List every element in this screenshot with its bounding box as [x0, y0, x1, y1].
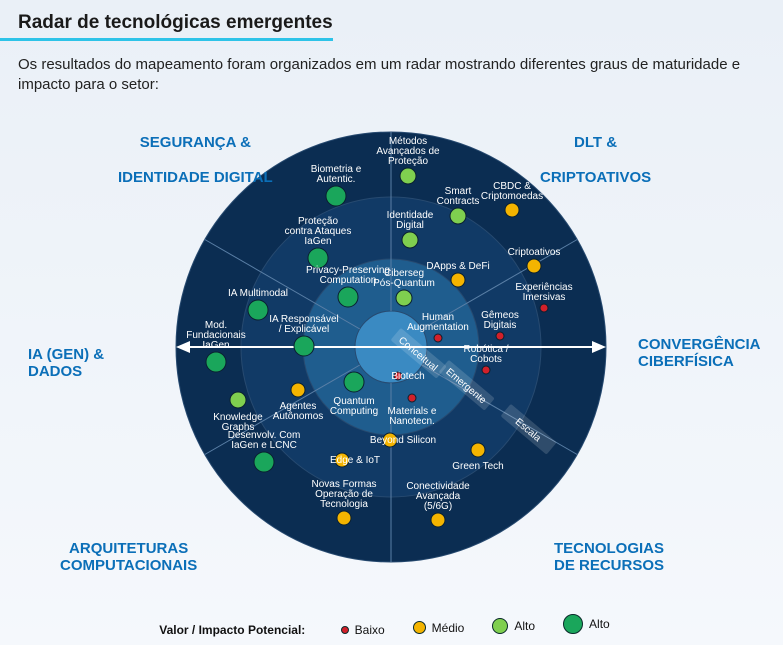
legend-item: Baixo — [341, 623, 385, 637]
sector-label: CONVERGÊNCIA CIBERFÍSICA — [638, 336, 761, 371]
legend-dot — [563, 614, 583, 634]
tech-label: Imersivas — [523, 292, 566, 303]
tech-dot — [402, 232, 418, 248]
tech-label: Criptoativos — [508, 247, 561, 258]
tech-dot — [408, 394, 416, 402]
tech-label: Autentic. — [317, 174, 356, 185]
tech-label: Autônomos — [273, 411, 324, 422]
sector-label: IA (GEN) &DADOS — [28, 346, 104, 381]
legend-label: Médio — [432, 621, 465, 635]
tech-dot — [254, 452, 274, 472]
tech-dot — [294, 336, 314, 356]
radar-svg: ConceitualEmergenteEscalaMétodosAvançado… — [166, 122, 616, 572]
tech-label: Green Tech — [452, 461, 504, 472]
tech-dot — [230, 392, 246, 408]
tech-label: Contracts — [437, 196, 480, 207]
tech-label: Tecnologia — [320, 499, 368, 510]
page-subtitle: Os resultados do mapeamento foram organi… — [0, 41, 783, 96]
tech-label: IA Multimodal — [228, 288, 288, 299]
legend: Valor / Impacto Potencial: Baixo Médio Alt… — [0, 614, 783, 637]
tech-label: Beyond Silicon — [370, 435, 436, 446]
tech-label: (5/6G) — [424, 501, 452, 512]
tech-label: / Explicável — [279, 324, 330, 335]
tech-label: Digital — [396, 220, 424, 231]
legend-label: Alto — [514, 619, 535, 633]
tech-dot — [482, 366, 490, 374]
tech-dot — [206, 352, 226, 372]
legend-title: Valor / Impacto Potencial: — [159, 623, 305, 637]
tech-label: Nanotecn. — [389, 416, 435, 427]
tech-dot — [451, 273, 465, 287]
tech-label: IaGen e LCNC — [231, 440, 297, 451]
tech-dot — [400, 168, 416, 184]
tech-dot — [338, 287, 358, 307]
tech-dot — [450, 208, 466, 224]
tech-dot — [505, 203, 519, 217]
tech-label: Proteção — [388, 156, 428, 167]
tech-dot — [326, 186, 346, 206]
tech-dot — [540, 304, 548, 312]
tech-label: Edge & IoT — [330, 455, 380, 466]
sector-label: SEGURANÇA &IDENTIDADE DIGITAL — [118, 134, 273, 186]
tech-dot — [248, 300, 268, 320]
tech-dot — [471, 443, 485, 457]
sector-label: ARQUITETURAS COMPUTACIONAIS — [60, 540, 197, 575]
sector-label: TECNOLOGIAS DE RECURSOS — [554, 540, 664, 575]
legend-dot — [341, 626, 349, 634]
legend-dot — [413, 621, 426, 634]
tech-dot — [496, 332, 504, 340]
tech-dot — [396, 290, 412, 306]
tech-label: Graphs — [222, 422, 255, 433]
tech-label: Computation — [320, 275, 377, 286]
tech-dot — [431, 513, 445, 527]
legend-label: Baixo — [355, 623, 385, 637]
tech-label: IaGen — [304, 236, 331, 247]
legend-dot — [492, 618, 508, 634]
tech-label: Augmentation — [407, 322, 469, 333]
legend-item: Médio — [413, 621, 465, 635]
sector-label: DLT &CRIPTOATIVOS — [540, 134, 651, 186]
legend-item: Alto — [492, 618, 535, 634]
tech-label: Pós-Quantum — [373, 278, 435, 289]
tech-label: Cobots — [470, 354, 502, 365]
tech-label: IaGen — [202, 340, 229, 351]
tech-dot — [291, 383, 305, 397]
tech-label: Computing — [330, 406, 378, 417]
tech-label: Biotech — [391, 371, 424, 382]
radar-container: ConceitualEmergenteEscalaMétodosAvançado… — [0, 118, 783, 588]
tech-label: Criptomoedas — [481, 191, 543, 202]
tech-dot — [344, 372, 364, 392]
tech-dot — [434, 334, 442, 342]
legend-item: Alto — [563, 614, 610, 634]
tech-dot — [337, 511, 351, 525]
page-title: Radar de tecnológicas emergentes — [0, 0, 333, 41]
tech-label: DApps & DeFi — [426, 261, 489, 272]
tech-label: Digitais — [484, 320, 517, 331]
tech-dot — [527, 259, 541, 273]
legend-label: Alto — [589, 617, 610, 631]
